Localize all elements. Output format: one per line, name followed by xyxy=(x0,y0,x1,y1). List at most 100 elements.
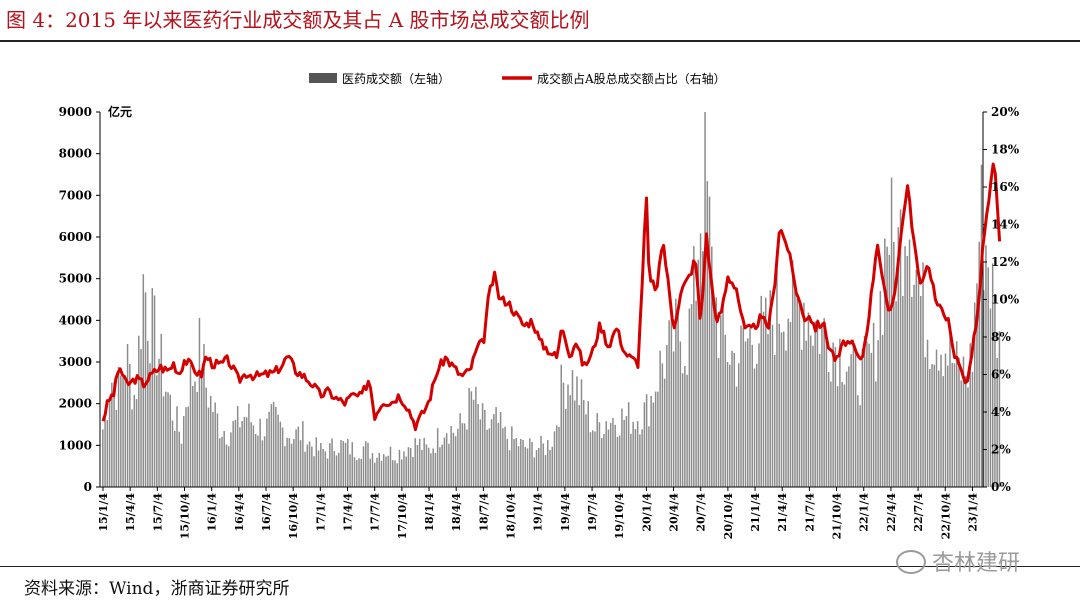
bar xyxy=(964,376,967,487)
bar xyxy=(398,449,401,487)
bar xyxy=(565,408,567,487)
bar xyxy=(661,363,664,487)
bar xyxy=(668,320,670,487)
bar xyxy=(609,422,612,487)
bar xyxy=(407,447,410,487)
bar xyxy=(870,352,873,487)
bar xyxy=(167,392,169,487)
bar xyxy=(347,438,349,487)
bar xyxy=(293,439,295,487)
bar xyxy=(284,446,286,487)
bar xyxy=(947,365,949,487)
bar xyxy=(113,381,115,487)
x-tick-label: 17/10/4 xyxy=(396,493,409,540)
bar xyxy=(277,414,279,487)
bar xyxy=(621,408,623,487)
bar xyxy=(969,343,971,487)
bar xyxy=(733,352,736,487)
bar xyxy=(643,402,646,487)
right-tick-label: 2% xyxy=(991,443,1011,457)
bar xyxy=(722,299,724,487)
bar xyxy=(270,404,273,487)
bar xyxy=(825,335,828,487)
bar xyxy=(544,455,547,487)
legend-bar-label: 医药成交额（左轴） xyxy=(342,71,450,86)
bar xyxy=(472,399,475,487)
right-tick-label: 18% xyxy=(991,143,1020,157)
bar xyxy=(126,344,129,487)
legend-bar-swatch xyxy=(309,73,337,83)
bar xyxy=(281,427,284,487)
bar xyxy=(634,429,637,487)
bar xyxy=(717,357,720,487)
bar xyxy=(702,251,704,487)
chart: 医药成交额（左轴） 成交额占A股总成交额占比（右轴） 亿元 0 1000 2000 3… xyxy=(59,71,1020,539)
bar xyxy=(129,364,131,487)
bar xyxy=(708,196,711,487)
bar xyxy=(106,420,109,487)
bar xyxy=(904,246,906,487)
bar xyxy=(994,294,996,487)
bar xyxy=(960,380,962,487)
bar xyxy=(257,435,259,487)
bar xyxy=(681,373,684,487)
bar xyxy=(531,442,533,487)
x-tick-label: 16/1/4 xyxy=(206,493,219,532)
right-tick-label: 0% xyxy=(991,480,1011,494)
bar xyxy=(911,296,913,487)
axes xyxy=(96,111,987,491)
bar xyxy=(371,453,374,487)
bar xyxy=(636,421,639,487)
bar xyxy=(697,259,700,487)
bar xyxy=(648,426,650,487)
bar xyxy=(147,340,149,487)
bar xyxy=(571,370,574,487)
bar xyxy=(677,305,679,487)
bar xyxy=(396,463,398,487)
bar xyxy=(751,344,754,487)
bar xyxy=(517,446,520,487)
bar xyxy=(985,245,987,487)
bar xyxy=(513,439,515,487)
bar xyxy=(475,386,477,487)
bar xyxy=(744,341,747,487)
bar xyxy=(659,350,661,487)
bar xyxy=(982,290,985,487)
bar xyxy=(120,375,122,487)
tick-labels: 0 1000 2000 3000 4000 5000 6000 7000 8000 9000 0% 2… xyxy=(59,105,1020,539)
bar xyxy=(720,315,722,487)
x-tick-label: 15/4/4 xyxy=(124,493,137,532)
x-tick-label: 19/1/4 xyxy=(532,493,545,532)
bar xyxy=(785,350,787,487)
bar xyxy=(906,256,909,487)
left-tick-label: 9000 xyxy=(59,105,92,119)
x-tick-label: 18/1/4 xyxy=(423,493,436,532)
bar xyxy=(138,335,140,487)
bar xyxy=(108,401,111,487)
bar xyxy=(470,391,473,487)
bar xyxy=(834,347,837,487)
bar xyxy=(329,443,331,487)
x-tick-label: 20/1/4 xyxy=(640,493,653,532)
bar xyxy=(295,429,297,487)
bar xyxy=(299,440,302,487)
bar xyxy=(382,454,385,487)
bar xyxy=(580,379,583,487)
bar xyxy=(374,462,376,487)
bar xyxy=(205,387,207,487)
bar xyxy=(362,446,365,487)
bar xyxy=(403,451,405,487)
bar xyxy=(389,446,392,487)
bar xyxy=(185,407,187,487)
bar xyxy=(794,280,796,487)
bar xyxy=(650,395,652,487)
bar xyxy=(317,450,320,487)
bar xyxy=(830,381,832,487)
bar xyxy=(816,319,819,487)
bar xyxy=(443,437,446,487)
x-tick-label: 15/10/4 xyxy=(179,493,192,540)
bar xyxy=(787,318,789,487)
bar xyxy=(616,436,619,487)
bar xyxy=(769,290,771,487)
x-tick-label: 20/4/4 xyxy=(668,493,681,532)
